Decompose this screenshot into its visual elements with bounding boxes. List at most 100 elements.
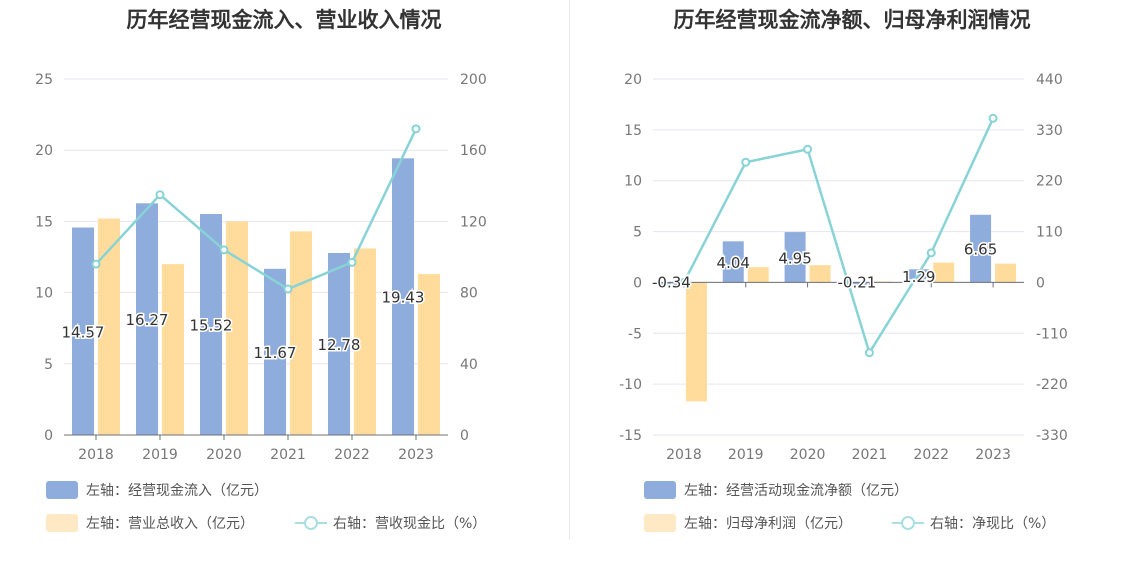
bar-secondary: [418, 274, 440, 435]
y-right-tick-label: -330: [1036, 428, 1068, 444]
y-left-tick-label: 15: [624, 123, 642, 139]
line-point: [155, 190, 165, 200]
line-point: [219, 245, 229, 255]
y-left-tick-label: 10: [35, 286, 53, 302]
data-label: 14.57: [62, 323, 105, 341]
x-tick-label: 2020: [206, 447, 242, 463]
bar-secondary: [98, 218, 120, 435]
chart-title: 历年经营现金流净额、归母净利润情况: [673, 8, 1031, 32]
legend-label: 右轴：营收现金比（%）: [333, 516, 487, 532]
legend-label: 左轴：营业总收入（亿元）: [86, 516, 254, 532]
x-tick-label: 2021: [852, 447, 888, 463]
bar-primary: [136, 203, 158, 435]
bar-primary: [264, 268, 286, 435]
line-point: [91, 259, 101, 269]
bar-primary: [722, 241, 744, 283]
legend-label: 左轴：经营活动现金流净额（亿元）: [684, 483, 908, 499]
line-point: [679, 277, 689, 287]
legend-item-net-profit[interactable]: 左轴：归母净利润（亿元）: [644, 513, 852, 533]
legend-swatch-yellow: [46, 514, 78, 532]
line-point: [803, 144, 813, 154]
y-left-tick-label: 15: [35, 214, 53, 230]
x-tick-label: 2022: [334, 447, 370, 463]
bar-secondary: [162, 264, 184, 435]
line-series: [682, 117, 995, 356]
x-tick-label: 2020: [790, 447, 826, 463]
y-left-tick-label: 5: [44, 357, 53, 373]
y-right-tick-label: 330: [1036, 123, 1063, 139]
line-point: [926, 248, 936, 258]
legend-item-net-cash[interactable]: 左轴：经营活动现金流净额（亿元）: [644, 480, 908, 500]
legend-label: 左轴：经营现金流入（亿元）: [86, 483, 268, 499]
y-left-tick-label: 5: [633, 225, 642, 241]
y-right-tick-label: 40: [460, 357, 478, 373]
legend-label: 右轴：净现比（%）: [930, 516, 1056, 532]
bar-primary: [660, 282, 682, 286]
chart-panel-right: 历年经营现金流净额、归母净利润情况 -15 -10 -5 0 5 10 15 20 -330 -2…: [570, 0, 1134, 582]
y-right-tick-label: 80: [460, 286, 478, 302]
data-label: 4.04: [717, 254, 750, 272]
x-tick-label: 2018: [666, 447, 702, 463]
legend-swatch-blue: [644, 481, 676, 499]
y-right-tick-label: 440: [1036, 72, 1063, 88]
line-point: [741, 157, 751, 167]
y-left-tick-label: -5: [628, 326, 642, 342]
data-label: 1.29: [902, 268, 935, 286]
x-tick-label: 2021: [270, 447, 306, 463]
bar-secondary: [933, 262, 955, 283]
chart-panel-left: 历年经营现金流入、营业收入情况 0 5 10 15 20 25 0 40 80 120 160 200…: [35, 8, 487, 533]
y-left-tick-label: -15: [619, 428, 642, 444]
data-label: 12.78: [318, 336, 361, 354]
x-tick-label: 2023: [398, 447, 434, 463]
x-tick-label: 2018: [78, 447, 114, 463]
x-tick-label: 2022: [913, 447, 949, 463]
bar-primary: [328, 253, 350, 435]
data-label: 15.52: [190, 316, 233, 334]
bar-secondary: [226, 221, 248, 435]
data-label: 6.65: [964, 241, 997, 259]
x-tick-label: 2019: [142, 447, 178, 463]
y-right-tick-label: 0: [460, 428, 469, 444]
bar-primary: [846, 282, 868, 285]
chart-left-svg: 0 5 10 15 20 25 0 40 80 120 160 200 2018 2019 2020 2021…: [35, 72, 487, 463]
y-left-tick-label: 0: [44, 428, 53, 444]
line-point: [347, 257, 357, 267]
bar-secondary: [809, 265, 831, 283]
data-label: -0.34: [652, 273, 691, 291]
y-left-tick-label: 10: [624, 174, 642, 190]
y-right-tick-label: 160: [460, 143, 487, 159]
y-left-tick-label: 20: [624, 72, 642, 88]
bar-primary: [200, 213, 222, 435]
y-left-tick-label: 25: [35, 72, 53, 88]
panel-divider: [569, 0, 570, 540]
legend-item-net-cash-ratio[interactable]: 右轴：净现比（%）: [892, 513, 1055, 533]
data-label: 19.43: [382, 289, 425, 307]
legend-line-icon: [892, 514, 924, 532]
bar-primary: [72, 227, 94, 435]
data-label: 16.27: [126, 311, 169, 329]
data-label: 4.95: [778, 249, 811, 267]
bar-secondary: [747, 267, 769, 283]
legend-item-cash-inflow[interactable]: 左轴：经营现金流入（亿元）: [46, 480, 268, 500]
chart-right-svg: -15 -10 -5 0 5 10 15 20 -330 -220 -110 0 110 220 330 44…: [619, 72, 1068, 463]
legend-label: 左轴：归母净利润（亿元）: [684, 516, 852, 532]
line-point: [864, 348, 874, 358]
bar-primary: [970, 214, 992, 283]
legend-item-ratio[interactable]: 右轴：营收现金比（%）: [295, 513, 486, 533]
x-tick-label: 2019: [728, 447, 764, 463]
y-left-tick-label: 0: [633, 275, 642, 291]
y-right-tick-label: 220: [1036, 174, 1063, 190]
bar-secondary: [354, 248, 376, 435]
bar-secondary: [290, 231, 312, 435]
line-point: [988, 113, 998, 123]
legend-swatch-yellow: [644, 514, 676, 532]
y-right-tick-label: 0: [1036, 275, 1045, 291]
data-label: -0.21: [838, 273, 877, 291]
bar-primary: [392, 158, 414, 435]
y-right-tick-label: 120: [460, 214, 487, 230]
line-point: [411, 124, 421, 134]
line-series: [95, 128, 418, 291]
bar-secondary: [995, 263, 1017, 283]
bar-secondary: [871, 281, 893, 283]
legend-item-revenue[interactable]: 左轴：营业总收入（亿元）: [46, 513, 254, 533]
